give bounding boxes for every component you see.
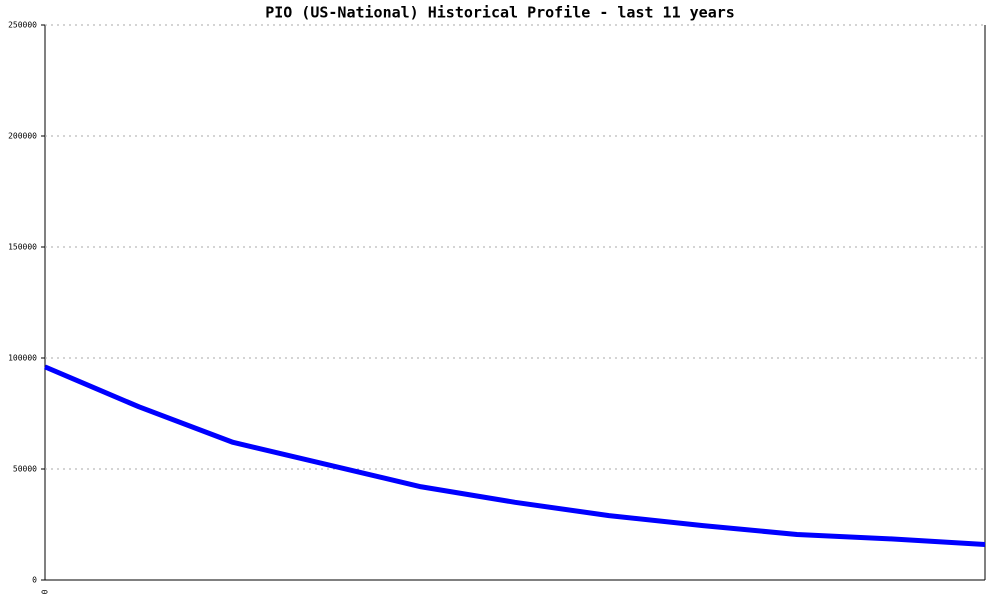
y-tick-label: 200000 — [8, 132, 37, 141]
y-tick-label: 50000 — [13, 465, 37, 474]
data-line — [44, 364, 986, 547]
chart-title: PIO (US-National) Historical Profile - l… — [265, 4, 735, 22]
y-tick-label: 250000 — [8, 21, 37, 30]
y-tick-label: 100000 — [8, 354, 37, 363]
x-tick-label: 0 — [41, 589, 50, 594]
y-tick-label: 0 — [32, 576, 37, 585]
y-tick-label: 150000 — [8, 243, 37, 252]
